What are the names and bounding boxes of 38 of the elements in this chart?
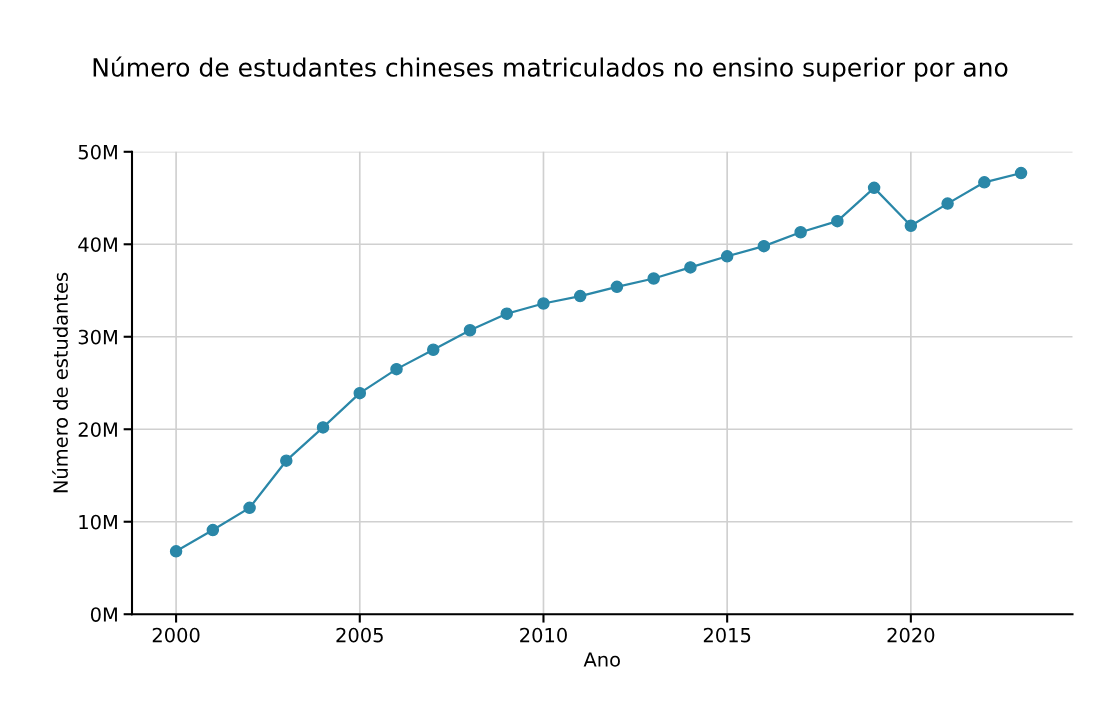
point — [1014, 166, 1028, 180]
point — [280, 454, 293, 467]
point — [206, 523, 220, 537]
chart-title: Número de estudantes chineses matriculados no ensino superior por ano — [93, 56, 1008, 82]
x-tick-label: 2010 — [520, 627, 567, 643]
point — [573, 289, 587, 303]
x-tick-label: 2005 — [336, 627, 383, 643]
point — [316, 421, 330, 434]
y-axis-title: Número de estudantes — [52, 272, 68, 493]
point — [978, 176, 991, 189]
y-tick-label: 20M — [78, 422, 117, 437]
point — [463, 324, 477, 337]
y-tick-label: 40M — [78, 237, 117, 252]
point — [353, 386, 367, 400]
point — [867, 181, 881, 195]
point — [794, 226, 807, 239]
point — [427, 343, 440, 356]
y-tick-label: 50M — [78, 144, 117, 160]
point — [647, 272, 660, 285]
point — [720, 250, 734, 263]
point — [610, 280, 624, 294]
point — [904, 219, 918, 233]
point — [757, 239, 771, 253]
point — [941, 197, 954, 210]
point — [390, 362, 403, 376]
point — [537, 297, 550, 310]
x-tick-label: 2000 — [152, 627, 200, 643]
y-tick-label: 10M — [79, 514, 117, 530]
y-tick-label: 0M — [90, 607, 117, 622]
point — [831, 214, 844, 228]
x-tick-label: 2015 — [703, 627, 751, 643]
x-tick-label: 2020 — [887, 627, 935, 643]
point — [684, 261, 697, 274]
y-tick-label: 30M — [78, 329, 117, 345]
point — [243, 501, 256, 515]
point — [169, 545, 183, 558]
x-axis-title: Ano — [583, 652, 620, 667]
point — [500, 307, 513, 320]
